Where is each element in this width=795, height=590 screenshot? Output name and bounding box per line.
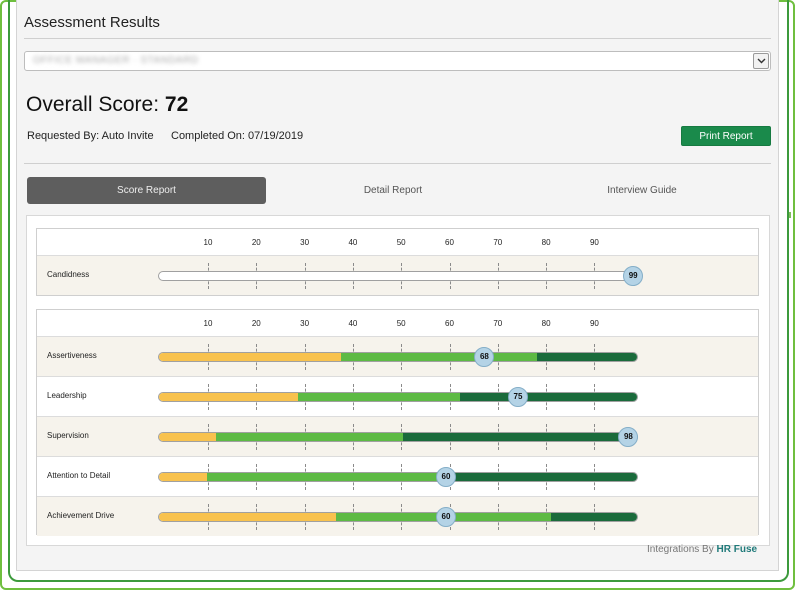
print-report-button[interactable]: Print Report (681, 126, 771, 146)
score-marker: 60 (436, 467, 456, 487)
score-band-mid (340, 353, 537, 361)
assessment-select-value: OFFICE MANAGER · STANDARD (33, 55, 199, 66)
traits-chart: 10 20 30 40 50 60 70 80 90 Assertiveness 68 Leaders… (36, 309, 759, 536)
scale-tick-label: 40 (348, 319, 358, 328)
scale-tick-label: 60 (445, 319, 454, 328)
chevron-down-icon[interactable] (753, 53, 769, 69)
score-band-low (159, 513, 336, 521)
page-title: Assessment Results (24, 14, 160, 31)
score-band-mid (206, 473, 446, 481)
scale-tick-label: 30 (300, 238, 310, 247)
requested-by-label: Requested By: (27, 130, 100, 142)
score-marker: 98 (618, 427, 639, 447)
requested-by-value: Auto Invite (101, 130, 154, 142)
overall-score: Overall Score: 72 (26, 93, 188, 117)
scale-tick-label: 80 (541, 238, 551, 247)
divider (24, 38, 771, 39)
overall-score-label: Overall Score: (26, 93, 160, 116)
score-band-low (159, 353, 341, 361)
integrations-credit: Integrations By HR Fuse (647, 544, 757, 555)
tab-score-report[interactable]: Score Report (27, 177, 266, 204)
scale-tick-label: 50 (396, 319, 406, 328)
scale-tick-label: 70 (493, 319, 503, 328)
overall-score-value: 72 (164, 93, 189, 116)
candidness-chart: 10 20 30 40 50 60 70 80 90 Candidness 99 (36, 228, 759, 296)
score-band-high (460, 393, 637, 401)
score-band-high (550, 513, 637, 521)
score-bar (158, 271, 638, 281)
score-bar (158, 352, 638, 362)
scale-tick-label: 90 (589, 319, 599, 328)
completed-on-value: 07/19/2019 (248, 130, 304, 142)
scale-tick-label: 80 (541, 319, 551, 328)
score-band-low (159, 473, 207, 481)
divider (24, 163, 771, 164)
hr-fuse-link[interactable]: HR Fuse (716, 544, 758, 555)
score-row: Candidness 99 (37, 255, 758, 295)
score-row: Leadership 75 (37, 376, 758, 416)
score-band-high (536, 353, 637, 361)
scale-row: 10 20 30 40 50 60 70 80 90 (37, 229, 758, 255)
score-row-label: Candidness (47, 270, 90, 279)
score-bar (158, 432, 638, 442)
completed-on: Completed On: 07/19/2019 (171, 130, 303, 142)
tab-interview-guide[interactable]: Interview Guide (607, 185, 677, 196)
score-bar (158, 512, 638, 522)
score-row: Achievement Drive 60 (37, 496, 758, 536)
tab-detail-report[interactable]: Detail Report (363, 185, 423, 196)
score-bar (158, 392, 638, 402)
score-row: Supervision 98 (37, 416, 758, 456)
scale-tick-label: 50 (396, 238, 406, 247)
scale-tick-label: 40 (348, 238, 358, 247)
scale-row: 10 20 30 40 50 60 70 80 90 (37, 310, 758, 336)
score-row: Assertiveness 68 (37, 336, 758, 376)
score-row-label: Supervision (47, 431, 89, 440)
score-band-high (445, 473, 637, 481)
scale-tick-label: 10 (203, 238, 213, 247)
score-band-low (159, 393, 298, 401)
score-marker: 99 (623, 266, 644, 286)
scale-tick-label: 90 (589, 238, 599, 247)
score-row-label: Assertiveness (47, 351, 97, 360)
score-marker: 68 (474, 347, 495, 367)
scale-tick-label: 20 (251, 238, 261, 247)
scale-tick-label: 10 (203, 319, 213, 328)
scale-tick-label: 70 (493, 238, 503, 247)
score-marker: 75 (508, 387, 528, 407)
score-row-label: Leadership (47, 391, 87, 400)
score-row: Attention to Detail 60 (37, 456, 758, 496)
scale-tick-label: 60 (445, 238, 454, 247)
score-band-mid (297, 393, 461, 401)
score-band-mid (216, 433, 403, 441)
credit-prefix: Integrations By (647, 544, 714, 555)
score-band-high (402, 433, 637, 441)
scale-tick-label: 20 (251, 319, 261, 328)
requested-by: Requested By: Auto Invite (27, 130, 154, 142)
score-row-label: Attention to Detail (47, 471, 111, 480)
score-marker: 60 (436, 507, 456, 527)
score-bar (158, 472, 638, 482)
scroll-indicator (789, 212, 791, 218)
score-row-label: Achievement Drive (47, 511, 115, 520)
assessment-select[interactable]: OFFICE MANAGER · STANDARD (24, 51, 771, 71)
content-frame (8, 0, 789, 582)
completed-on-label: Completed On: (171, 130, 245, 142)
score-band-low (159, 433, 217, 441)
scale-tick-label: 30 (300, 319, 310, 328)
